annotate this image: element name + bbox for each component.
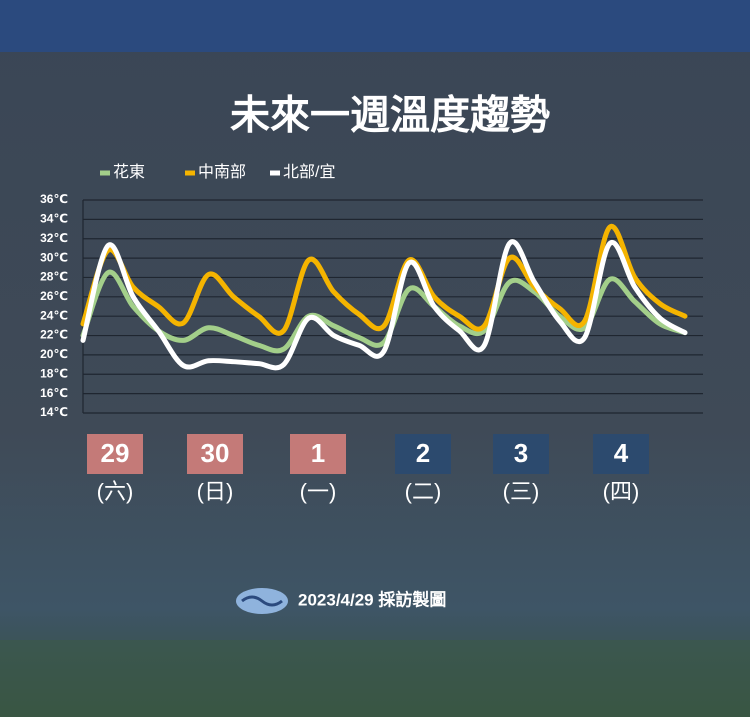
day-date: 3 xyxy=(514,438,528,468)
day-box xyxy=(593,434,649,474)
y-tick-label: 20℃ xyxy=(40,347,68,361)
y-tick-label: 34℃ xyxy=(40,212,68,226)
day-date: 30 xyxy=(201,438,230,468)
ground xyxy=(0,640,750,717)
logo-wave xyxy=(241,595,283,607)
chart-title: 未來一週溫度趨勢 xyxy=(230,94,550,138)
day-labels: 29 (六) 30 (日) 1 (一) 2 (二) 3 (三) 4 (四) xyxy=(87,434,649,504)
day-weekday: (二) xyxy=(405,479,442,504)
top-bar xyxy=(0,0,750,52)
day-weekday: (六) xyxy=(97,479,134,504)
day-date: 4 xyxy=(614,438,629,468)
footer: 2023/4/29 採訪製圖 xyxy=(298,589,446,609)
day-date: 2 xyxy=(416,438,430,468)
y-tick-label: 26℃ xyxy=(40,289,68,303)
legend: 花東 中南部 北部/宜 xyxy=(100,163,335,181)
day-date: 29 xyxy=(101,438,130,468)
day-box xyxy=(87,434,143,474)
y-tick-label: 22℃ xyxy=(40,328,68,342)
day-weekday: (四) xyxy=(603,479,640,504)
y-tick-label: 14℃ xyxy=(40,405,68,419)
legend-label: 花東 xyxy=(113,163,145,181)
day-date: 1 xyxy=(311,438,325,468)
legend-label: 北部/宜 xyxy=(283,163,335,181)
day-box xyxy=(493,434,549,474)
day-weekday: (一) xyxy=(300,479,337,504)
day-weekday: (三) xyxy=(503,479,540,504)
y-tick-label: 24℃ xyxy=(40,308,68,322)
y-tick-label: 32℃ xyxy=(40,231,68,245)
day-box xyxy=(395,434,451,474)
series-line xyxy=(80,224,688,336)
y-tick-label: 28℃ xyxy=(40,270,68,284)
legend-label: 中南部 xyxy=(198,163,246,181)
y-tick-label: 16℃ xyxy=(40,386,68,400)
plot: 14℃ 16℃ 18℃ 20℃ 22℃ 24℃ 26℃ 28℃ 30℃ 32℃ 34℃ 36℃ xyxy=(40,192,703,419)
y-tick-label: 30℃ xyxy=(40,250,68,264)
y-tick-label: 18℃ xyxy=(40,366,68,380)
y-tick-label: 36℃ xyxy=(40,192,68,206)
series-line xyxy=(80,269,688,354)
day-box xyxy=(290,434,346,474)
day-box xyxy=(187,434,243,474)
day-weekday: (日) xyxy=(197,479,234,504)
series-line xyxy=(80,239,688,371)
